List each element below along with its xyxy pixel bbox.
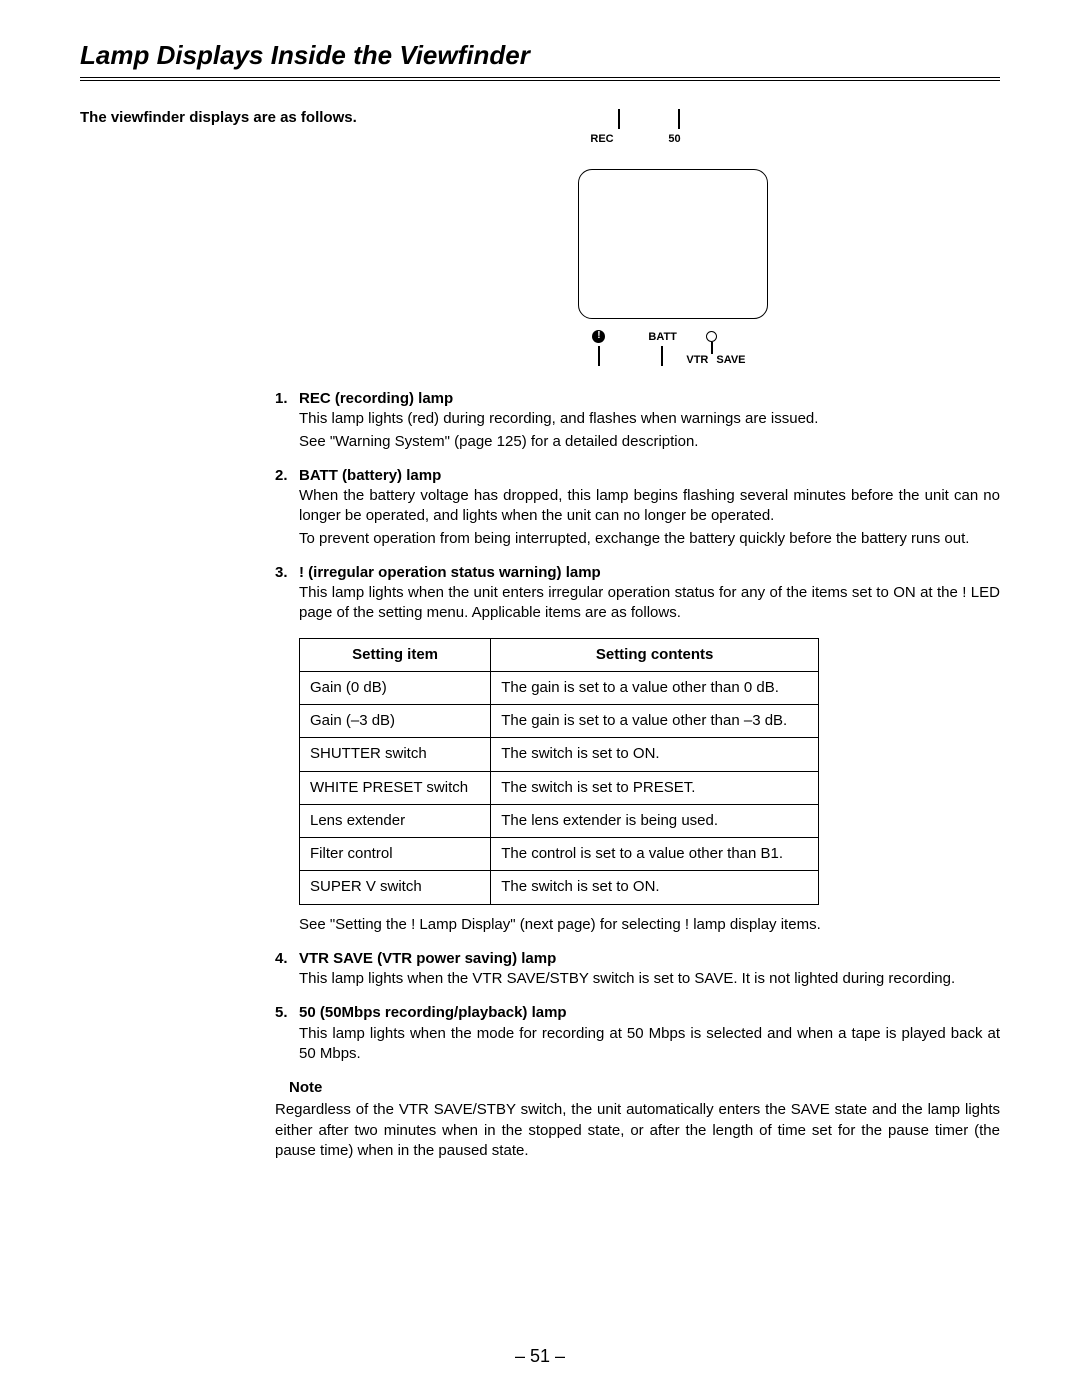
settings-table: Setting item Setting contents Gain (0 dB… — [299, 638, 819, 905]
content-body: 1. REC (recording) lamp This lamp lights… — [275, 389, 1000, 1161]
tick-50 — [678, 109, 679, 129]
vtrsave-stem — [711, 342, 712, 354]
th-item: Setting item — [300, 638, 491, 671]
note-body: Regardless of the VTR SAVE/STBY switch, … — [275, 1100, 1000, 1161]
item-1-p2: See "Warning System" (page 125) for a de… — [299, 432, 1000, 452]
item-4-num: 4. — [275, 949, 293, 969]
viewfinder-diagram: REC 50 ! BATT VTR SAVE — [548, 109, 808, 389]
circle-icon — [706, 331, 717, 342]
item-4-p1: This lamp lights when the VTR SAVE/STBY … — [299, 969, 1000, 989]
item-4: 4. VTR SAVE (VTR power saving) lamp This… — [275, 949, 1000, 990]
item-3: 3. ! (irregular operation status warning… — [275, 563, 1000, 624]
item-1: 1. REC (recording) lamp This lamp lights… — [275, 389, 1000, 452]
item-5: 5. 50 (50Mbps recording/playback) lamp T… — [275, 1003, 1000, 1064]
item-2-title: BATT (battery) lamp — [299, 466, 441, 486]
label-save: SAVE — [716, 354, 745, 366]
item-4-title: VTR SAVE (VTR power saving) lamp — [299, 949, 556, 969]
tick-batt — [661, 346, 662, 366]
item-3-num: 3. — [275, 563, 293, 583]
table-after-text: See "Setting the ! Lamp Display" (next p… — [299, 915, 1000, 935]
note-head: Note — [289, 1078, 1000, 1098]
item-3-p1: This lamp lights when the unit enters ir… — [299, 583, 1000, 624]
item-5-num: 5. — [275, 1003, 293, 1023]
page-title: Lamp Displays Inside the Viewfinder — [80, 40, 1000, 71]
bang-icon: ! — [592, 330, 605, 343]
label-vtr: VTR — [686, 354, 708, 366]
table-row: Gain (–3 dB)The gain is set to a value o… — [300, 705, 819, 738]
item-5-title: 50 (50Mbps recording/playback) lamp — [299, 1003, 567, 1023]
viewfinder-box — [578, 169, 768, 319]
table-row: SHUTTER switchThe switch is set to ON. — [300, 738, 819, 771]
item-2-p2: To prevent operation from being interrup… — [299, 529, 1000, 549]
table-row: Filter controlThe control is set to a va… — [300, 838, 819, 871]
intro-text: The viewfinder displays are as follows. — [80, 109, 357, 126]
item-1-p1: This lamp lights (red) during recording,… — [299, 409, 1000, 429]
page-number: – 51 – — [0, 1346, 1080, 1367]
item-5-p1: This lamp lights when the mode for recor… — [299, 1024, 1000, 1065]
th-contents: Setting contents — [491, 638, 819, 671]
tick-bang — [598, 346, 599, 366]
item-3-title: ! (irregular operation status warning) l… — [299, 563, 601, 583]
item-2-p1: When the battery voltage has dropped, th… — [299, 486, 1000, 527]
label-50: 50 — [668, 133, 680, 145]
tick-rec — [618, 109, 619, 129]
title-rule — [80, 77, 1000, 81]
item-2-num: 2. — [275, 466, 293, 486]
item-1-title: REC (recording) lamp — [299, 389, 453, 409]
table-row: Lens extenderThe lens extender is being … — [300, 804, 819, 837]
table-row: WHITE PRESET switchThe switch is set to … — [300, 771, 819, 804]
label-batt: BATT — [648, 331, 677, 343]
table-row: SUPER V switchThe switch is set to ON. — [300, 871, 819, 904]
item-2: 2. BATT (battery) lamp When the battery … — [275, 466, 1000, 549]
table-row: Gain (0 dB)The gain is set to a value ot… — [300, 671, 819, 704]
item-1-num: 1. — [275, 389, 293, 409]
label-rec: REC — [590, 133, 613, 145]
